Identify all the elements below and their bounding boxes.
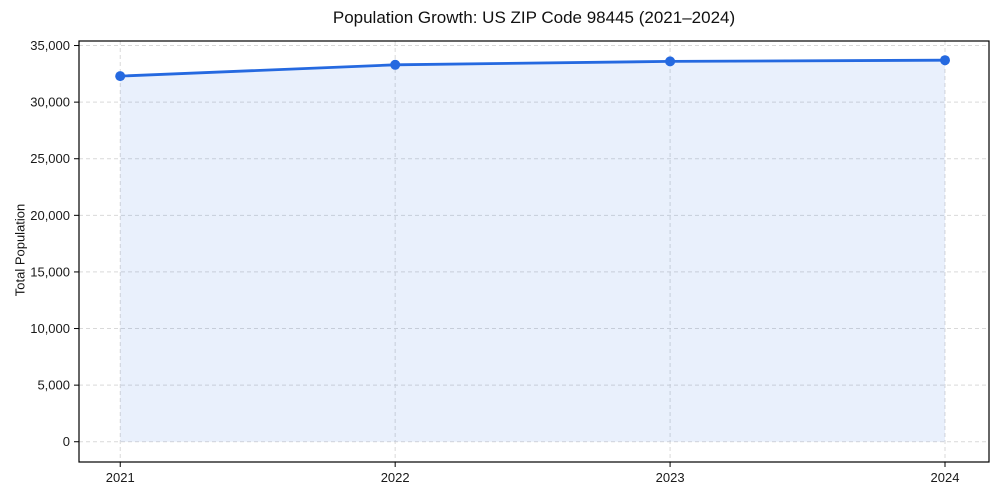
data-point xyxy=(115,71,126,82)
y-tick-label: 30,000 xyxy=(30,95,70,110)
chart-title: Population Growth: US ZIP Code 98445 (20… xyxy=(332,8,736,27)
y-tick-label: 15,000 xyxy=(30,264,70,279)
y-tick-label: 5,000 xyxy=(37,378,70,393)
area-fill xyxy=(120,60,945,442)
y-tick-label: 25,000 xyxy=(30,151,70,166)
data-point xyxy=(390,59,401,70)
data-line xyxy=(118,58,947,78)
x-tick-label: 2022 xyxy=(381,470,410,485)
x-tick-label: 2023 xyxy=(656,470,685,485)
data-point xyxy=(940,55,950,66)
plot-border xyxy=(78,40,990,463)
y-tick-label: 35,000 xyxy=(30,38,70,53)
y-tick-label: 10,000 xyxy=(30,321,70,336)
x-tick-label: 2021 xyxy=(106,470,135,485)
y-tick-label: 20,000 xyxy=(30,208,70,223)
x-tick-label: 2024 xyxy=(931,470,960,485)
y-tick-label: 0 xyxy=(63,434,70,449)
data-point xyxy=(665,56,676,67)
